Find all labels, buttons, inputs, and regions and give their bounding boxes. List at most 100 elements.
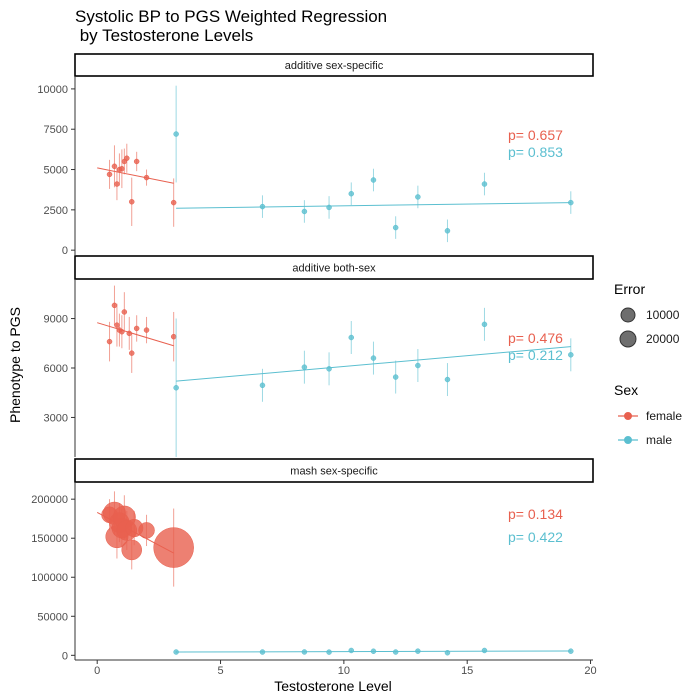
x-tick-label: 0: [94, 665, 100, 677]
pvalue-female: p= 0.657: [508, 127, 563, 143]
male-point: [568, 199, 574, 206]
legend-error-label: 10000: [646, 308, 680, 322]
x-tick-label: 10: [338, 665, 350, 677]
y-tick-label: 50000: [37, 611, 68, 623]
female-point: [133, 158, 140, 165]
facet-strip-label: additive both-sex: [292, 263, 376, 275]
female-point: [170, 199, 177, 206]
male-point: [415, 362, 421, 369]
facet-strip-label: mash sex-specific: [290, 466, 378, 478]
female-point: [119, 165, 125, 172]
y-tick-label: 3000: [44, 412, 68, 424]
y-tick-label: 100000: [31, 572, 68, 584]
panel-1: additive sex-specific 0 2500 5000 7500 10000 p…: [37, 53, 594, 257]
male-point: [370, 648, 377, 655]
panel-2: additive both-sex 3000 6000 9000 p= 0.476p= …: [44, 255, 594, 457]
x-axis: 0 5 10 15 20: [75, 659, 597, 677]
male-point: [370, 177, 377, 183]
male-point: [481, 321, 488, 328]
facet-strip: [74, 255, 594, 280]
female-fit-line: [97, 167, 174, 184]
legend-sex-title: Sex: [614, 382, 638, 398]
female-point: [124, 155, 130, 161]
male-point: [444, 228, 451, 234]
female-series: [97, 285, 177, 373]
facet-strip: [74, 53, 594, 77]
y-axis-title: Phenotype to PGS: [7, 307, 23, 423]
male-fit-line: [176, 202, 571, 209]
male-point: [415, 194, 421, 200]
pvalue-female: p= 0.476: [508, 330, 563, 346]
male-point: [392, 224, 399, 231]
male-point: [392, 649, 399, 655]
male-point: [259, 203, 266, 210]
pvalue-male: p= 0.853: [508, 144, 563, 160]
legend-sex-key: [624, 412, 632, 420]
y-tick-label: 7500: [44, 124, 68, 136]
panel-3: mash sex-specific 0 50000 100000 150000 20000…: [31, 458, 594, 662]
y-tick-label: 10000: [37, 84, 68, 96]
male-point: [444, 376, 451, 383]
x-tick-label: 5: [217, 665, 223, 677]
male-point: [326, 649, 332, 655]
y-tick-label: 150000: [31, 533, 68, 545]
female-point: [111, 163, 118, 170]
female-point: [128, 350, 135, 356]
x-tick-label: 15: [461, 665, 473, 677]
male-point: [259, 382, 266, 389]
legend-error-key: [620, 307, 636, 323]
female-point: [106, 171, 113, 178]
x-tick-label: 20: [584, 665, 596, 677]
male-point: [568, 352, 574, 358]
legend-sex-key: [624, 436, 632, 444]
male-point: [301, 364, 308, 370]
female-point: [121, 309, 128, 315]
female-point: [121, 539, 142, 561]
male-point: [415, 648, 421, 654]
y-tick-label: 5000: [44, 165, 68, 177]
male-point: [348, 647, 355, 654]
chart-title-line2: by Testosterone Levels: [75, 26, 253, 45]
legend-error-title: Error: [614, 281, 645, 297]
male-series: [173, 85, 574, 243]
y-tick-label: 0: [62, 650, 68, 662]
female-point: [170, 333, 177, 340]
female-point: [106, 338, 113, 345]
male-point: [173, 649, 179, 655]
male-point: [481, 647, 488, 654]
male-point: [326, 366, 332, 372]
male-series: [173, 647, 574, 656]
facet-strip-label: additive sex-specific: [285, 60, 384, 72]
male-point: [348, 190, 355, 197]
male-point: [301, 649, 308, 655]
female-point: [128, 199, 135, 205]
male-fit-line: [176, 346, 571, 382]
male-point: [481, 181, 488, 187]
y-tick-label: 9000: [44, 314, 68, 326]
female-series: [96, 491, 194, 587]
legend-error-key: [619, 330, 637, 348]
legend-error-label: 20000: [646, 332, 680, 346]
pvalue-male: p= 0.422: [508, 529, 563, 545]
pvalue-male: p= 0.212: [508, 347, 563, 363]
y-tick-label: 200000: [31, 494, 68, 506]
female-point: [138, 522, 155, 539]
female-series: [97, 143, 177, 227]
male-point: [568, 648, 574, 654]
female-fit-line: [97, 322, 174, 347]
female-point: [114, 322, 120, 328]
male-point: [326, 204, 332, 211]
female-point: [119, 328, 125, 335]
female-point: [111, 302, 118, 309]
chart-title-line1: Systolic BP to PGS Weighted Regression: [75, 7, 387, 26]
male-series: [173, 307, 574, 457]
y-tick-label: 6000: [44, 363, 68, 375]
male-point: [173, 131, 179, 137]
female-point: [143, 327, 150, 333]
female-point: [133, 325, 140, 332]
female-point: [153, 527, 194, 568]
male-point: [259, 649, 266, 655]
facet-panels: additive sex-specific 0 2500 5000 7500 10000 p…: [31, 53, 597, 677]
female-point: [143, 174, 150, 181]
